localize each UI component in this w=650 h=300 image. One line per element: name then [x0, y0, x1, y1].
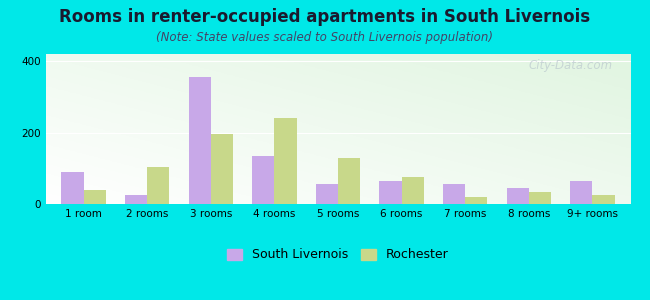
- Bar: [592, 195, 615, 204]
- Text: (Note: State values scaled to South Livernois population): (Note: State values scaled to South Live…: [157, 32, 493, 44]
- Bar: [148, 167, 170, 204]
- Bar: [528, 191, 551, 204]
- Bar: [188, 77, 211, 204]
- Bar: [316, 184, 338, 204]
- Bar: [274, 118, 296, 204]
- Bar: [465, 197, 488, 204]
- Text: City-Data.com: City-Data.com: [529, 58, 613, 71]
- Bar: [443, 184, 465, 204]
- Bar: [61, 172, 84, 204]
- Bar: [338, 158, 360, 204]
- Bar: [125, 195, 148, 204]
- Legend: South Livernois, Rochester: South Livernois, Rochester: [224, 245, 452, 265]
- Bar: [211, 134, 233, 204]
- Bar: [570, 181, 592, 204]
- Bar: [506, 188, 528, 204]
- Bar: [84, 190, 106, 204]
- Bar: [402, 177, 424, 204]
- Text: Rooms in renter-occupied apartments in South Livernois: Rooms in renter-occupied apartments in S…: [59, 8, 591, 26]
- Bar: [252, 156, 274, 204]
- Bar: [380, 181, 402, 204]
